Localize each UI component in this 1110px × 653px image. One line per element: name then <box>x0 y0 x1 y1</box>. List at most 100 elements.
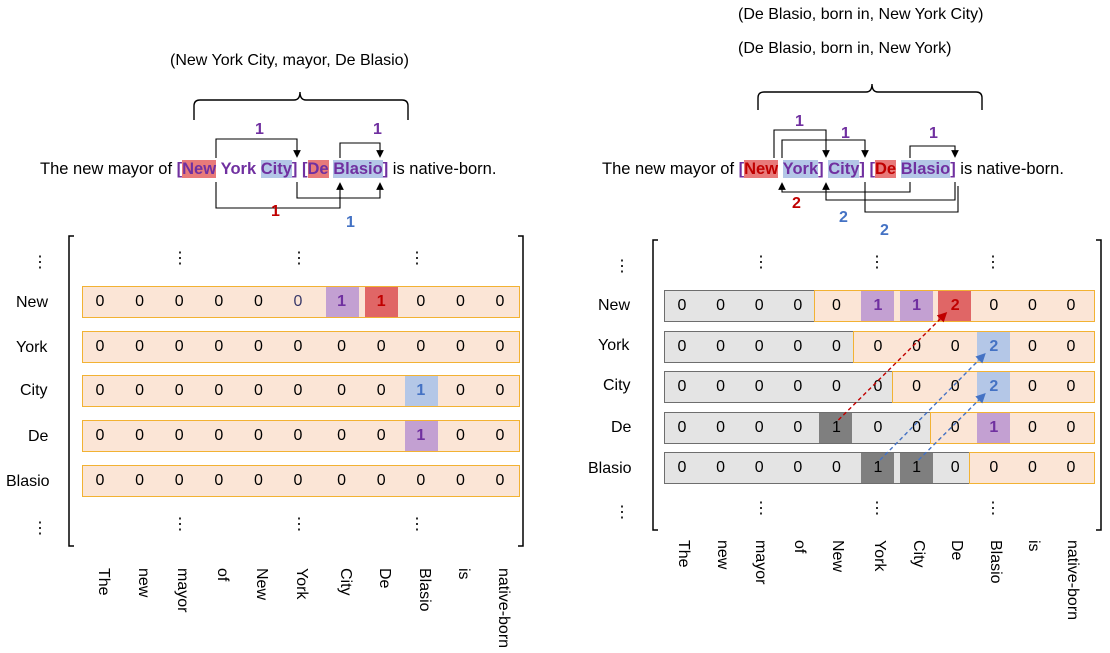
matrix-cell: 0 <box>337 472 347 489</box>
right-sentence: The new mayor of [New York] City] [De Bl… <box>602 160 1064 179</box>
cell-highlight <box>404 376 438 406</box>
matrix-row <box>82 331 520 363</box>
matrix-cell: 0 <box>214 338 224 355</box>
right-row-label: De <box>611 419 632 436</box>
matrix-cell: 0 <box>1027 459 1037 476</box>
right-arc-label: 2 <box>792 195 801 212</box>
left-arc-de-blasio <box>339 142 384 158</box>
dashed-arrow-blasio-city <box>918 393 986 461</box>
matrix-cell: 0 <box>873 378 883 395</box>
matrix-cell: 0 <box>989 459 999 476</box>
matrix-cell: 0 <box>950 459 960 476</box>
left-row-label: Blasio <box>6 473 50 490</box>
column-label: new <box>713 540 731 570</box>
matrix-cell: 1 <box>873 297 883 314</box>
right-arc-label: 1 <box>841 125 850 142</box>
left-arc-city-blasio <box>296 182 384 199</box>
token-blasio: Blasio <box>333 160 383 178</box>
left-col-ellipsis: ⋮ <box>172 250 188 267</box>
matrix-cell: 0 <box>1027 378 1037 395</box>
left-arc-label: 1 <box>271 203 280 220</box>
matrix-cell: 0 <box>1066 338 1076 355</box>
matrix-cell: 0 <box>754 459 764 476</box>
matrix-cell: 0 <box>831 297 841 314</box>
right-arcs <box>757 83 983 213</box>
cell-highlight <box>819 413 853 443</box>
right-arc-new-city <box>781 139 869 158</box>
token-york: York <box>220 160 257 178</box>
sentence-suffix: is native-born. <box>955 160 1064 178</box>
token-new: New <box>182 160 217 178</box>
matrix-cell: 0 <box>677 338 687 355</box>
matrix-cell: 0 <box>1027 338 1037 355</box>
token-de: De <box>875 160 897 178</box>
matrix-cell: 0 <box>95 427 105 444</box>
right-arc-blasio-york <box>822 182 956 201</box>
token-bracket: [ <box>302 160 308 178</box>
matrix-cell: 0 <box>1066 297 1076 314</box>
sentence-prefix: The new mayor of <box>602 160 739 178</box>
cell-highlight <box>325 287 359 317</box>
matrix-cell: 0 <box>135 472 145 489</box>
matrix-row-context <box>664 331 861 363</box>
left-col-ellipsis: ⋮ <box>172 516 188 533</box>
right-row-label: City <box>603 377 631 394</box>
left-arc-new-city <box>215 138 301 158</box>
matrix-cell: 0 <box>754 338 764 355</box>
matrix-cell: 0 <box>174 382 184 399</box>
matrix-cell: 1 <box>337 293 347 310</box>
right-row-label: Blasio <box>588 460 632 477</box>
matrix-cell: 0 <box>495 338 505 355</box>
matrix-cell: 0 <box>337 338 347 355</box>
right-arc-city-blasio <box>864 182 959 213</box>
matrix-cell: 0 <box>214 293 224 310</box>
matrix-cell: 0 <box>716 459 726 476</box>
matrix-row <box>82 375 520 407</box>
matrix-cell: 0 <box>253 338 263 355</box>
matrix-cell: 0 <box>677 459 687 476</box>
right-brace <box>757 83 983 110</box>
matrix-cell: 0 <box>793 297 803 314</box>
matrix-cell: 0 <box>754 378 764 395</box>
matrix-cell: 1 <box>416 427 426 444</box>
cell-highlight <box>365 287 399 317</box>
matrix-cell: 0 <box>293 472 303 489</box>
matrix-cell: 0 <box>912 419 922 436</box>
right-row-label: York <box>598 337 630 354</box>
matrix-cell: 2 <box>989 378 999 395</box>
matrix-cell: 0 <box>293 293 303 310</box>
left-col-ellipsis: ⋮ <box>409 250 425 267</box>
right-matrix-brackets <box>652 239 1102 531</box>
left-triple: (New York City, mayor, De Blasio) <box>170 52 409 69</box>
matrix-cell: 0 <box>293 427 303 444</box>
matrix-row-target <box>930 412 1095 444</box>
token-bracket: [ <box>869 160 876 178</box>
left-matrix-brackets <box>68 235 524 547</box>
matrix-cell: 0 <box>135 293 145 310</box>
token-bracket: [ <box>738 160 745 178</box>
matrix-cell: 0 <box>677 419 687 436</box>
matrix-cell: 0 <box>495 472 505 489</box>
column-label: De <box>948 540 966 561</box>
matrix-cell: 0 <box>793 459 803 476</box>
matrix-cell: 0 <box>831 459 841 476</box>
matrix-cell: 0 <box>793 419 803 436</box>
matrix-cell: 0 <box>376 472 386 489</box>
matrix-cell: 0 <box>95 293 105 310</box>
matrix-cell: 0 <box>174 338 184 355</box>
matrix-cell: 0 <box>1066 459 1076 476</box>
matrix-cell: 0 <box>455 293 465 310</box>
matrix-cell: 0 <box>873 338 883 355</box>
token-city: City <box>828 160 860 178</box>
right-triple: (De Blasio, born in, New York City) <box>738 6 984 23</box>
matrix-cell: 0 <box>337 427 347 444</box>
matrix-row-target <box>968 452 1095 484</box>
matrix-cell: 0 <box>495 382 505 399</box>
matrix-cell: 0 <box>716 297 726 314</box>
matrix-cell: 0 <box>376 382 386 399</box>
token-bracket: ] <box>950 160 956 178</box>
left-row-label: De <box>28 428 49 445</box>
right-col-ellipsis: ⋮ <box>985 500 1001 517</box>
matrix-cell: 0 <box>677 297 687 314</box>
matrix-cell: 0 <box>455 382 465 399</box>
